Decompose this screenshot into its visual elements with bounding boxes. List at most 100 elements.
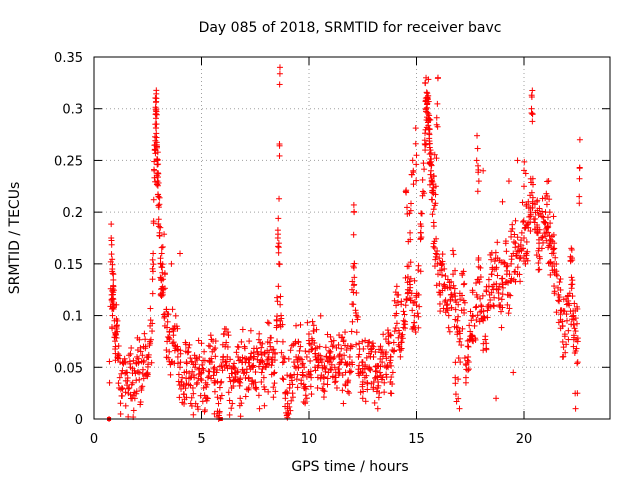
data-point xyxy=(461,299,468,306)
data-point xyxy=(194,379,201,386)
data-point xyxy=(343,362,350,369)
data-point xyxy=(556,279,563,286)
data-point xyxy=(297,343,304,350)
y-tick-label: 0.05 xyxy=(54,361,83,376)
data-point xyxy=(250,355,257,362)
data-point xyxy=(276,70,283,77)
data-point xyxy=(159,264,166,271)
data-point xyxy=(242,374,249,381)
data-point xyxy=(407,284,414,291)
data-point xyxy=(474,312,481,319)
data-point xyxy=(456,405,463,412)
data-point xyxy=(174,360,181,367)
data-point xyxy=(374,373,381,380)
data-point xyxy=(529,87,536,94)
data-point xyxy=(544,223,551,230)
data-point xyxy=(279,375,286,382)
data-point xyxy=(393,302,400,309)
data-point xyxy=(113,334,120,341)
y-tick-label: 0.15 xyxy=(54,258,83,273)
data-point xyxy=(302,383,309,390)
data-point xyxy=(117,410,124,417)
data-point xyxy=(379,359,386,366)
data-point xyxy=(413,302,420,309)
data-point xyxy=(275,249,282,256)
data-point xyxy=(205,368,212,375)
data-point xyxy=(452,391,459,398)
data-point xyxy=(401,318,408,325)
data-point xyxy=(550,246,557,253)
data-point xyxy=(452,380,459,387)
data-point xyxy=(376,389,383,396)
data-point xyxy=(571,325,578,332)
data-point xyxy=(163,347,170,354)
data-point xyxy=(302,348,309,355)
data-point xyxy=(227,356,234,363)
y-tick-label: 0.3 xyxy=(62,103,83,118)
data-point xyxy=(545,223,552,230)
data-point xyxy=(430,173,437,180)
data-point xyxy=(474,162,481,169)
data-point xyxy=(314,344,321,351)
data-point xyxy=(489,283,496,290)
data-point xyxy=(451,285,458,292)
data-point xyxy=(116,352,123,359)
data-point xyxy=(287,347,294,354)
data-point xyxy=(214,367,221,374)
data-point xyxy=(483,287,490,294)
data-point xyxy=(420,160,427,167)
data-point xyxy=(147,317,154,324)
data-point xyxy=(393,320,400,327)
data-point xyxy=(496,303,503,310)
data-point xyxy=(154,149,161,156)
data-point xyxy=(353,289,360,296)
data-point xyxy=(462,379,469,386)
data-point xyxy=(410,169,417,176)
data-point xyxy=(179,374,186,381)
data-point xyxy=(298,356,305,363)
data-point xyxy=(155,220,162,227)
data-point xyxy=(127,395,134,402)
data-point xyxy=(186,341,193,348)
data-point xyxy=(188,394,195,401)
data-point xyxy=(493,285,500,292)
data-point xyxy=(472,335,479,342)
data-point xyxy=(513,252,520,259)
data-point xyxy=(150,196,157,203)
data-point xyxy=(452,359,459,366)
data-point xyxy=(430,184,437,191)
data-point xyxy=(234,369,241,376)
data-point xyxy=(201,348,208,355)
data-point xyxy=(568,246,575,253)
data-point xyxy=(238,400,245,407)
data-point xyxy=(137,401,144,408)
data-point xyxy=(161,231,168,238)
data-point xyxy=(495,295,502,302)
data-point xyxy=(576,164,583,171)
data-point xyxy=(296,347,303,354)
data-point xyxy=(327,366,334,373)
data-point xyxy=(424,109,431,116)
data-point xyxy=(493,280,500,287)
data-point xyxy=(295,364,302,371)
data-point xyxy=(109,261,116,268)
data-point xyxy=(444,301,451,308)
data-point xyxy=(194,403,201,410)
data-point xyxy=(569,293,576,300)
data-point xyxy=(385,364,392,371)
data-point xyxy=(158,276,165,283)
data-point xyxy=(174,353,181,360)
data-point xyxy=(385,338,392,345)
data-point xyxy=(318,356,325,363)
data-point xyxy=(331,374,338,381)
data-point xyxy=(270,384,277,391)
data-point xyxy=(207,332,214,339)
data-point xyxy=(362,398,369,405)
data-point xyxy=(573,336,580,343)
data-point xyxy=(442,297,449,304)
data-point xyxy=(122,359,129,366)
data-point xyxy=(576,136,583,143)
data-point xyxy=(565,336,572,343)
data-point xyxy=(507,292,514,299)
data-point xyxy=(399,335,406,342)
